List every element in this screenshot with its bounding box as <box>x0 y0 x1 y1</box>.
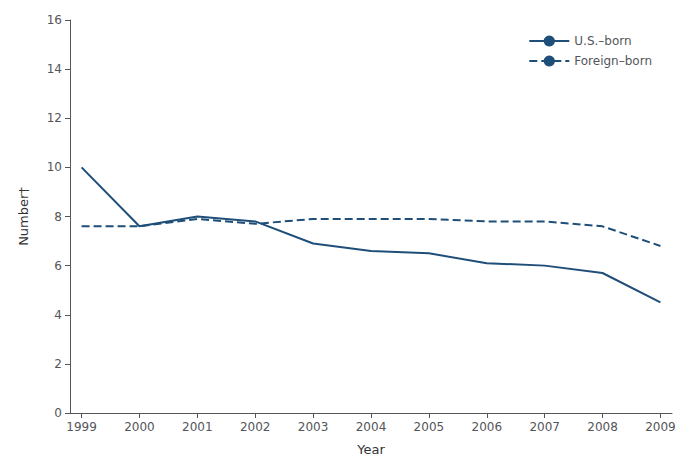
svg-text:6: 6 <box>54 259 62 273</box>
svg-text:2007: 2007 <box>529 420 560 434</box>
svg-text:2003: 2003 <box>298 420 329 434</box>
svg-text:U.S.–born: U.S.–born <box>574 34 631 48</box>
svg-text:2006: 2006 <box>471 420 502 434</box>
svg-text:Foreign–born: Foreign–born <box>574 54 652 68</box>
svg-text:8: 8 <box>54 210 62 224</box>
svg-text:14: 14 <box>47 62 62 76</box>
svg-text:2004: 2004 <box>356 420 387 434</box>
svg-text:0: 0 <box>54 406 62 420</box>
svg-text:Year: Year <box>356 442 385 457</box>
svg-text:4: 4 <box>54 308 62 322</box>
svg-text:2001: 2001 <box>182 420 213 434</box>
svg-text:2000: 2000 <box>124 420 155 434</box>
svg-text:2002: 2002 <box>240 420 271 434</box>
svg-text:Number†: Number† <box>16 187 31 246</box>
svg-text:10: 10 <box>47 160 62 174</box>
svg-text:2: 2 <box>54 357 62 371</box>
svg-text:12: 12 <box>47 111 62 125</box>
svg-text:1999: 1999 <box>66 420 97 434</box>
svg-text:2009: 2009 <box>645 420 676 434</box>
svg-text:2008: 2008 <box>587 420 618 434</box>
svg-text:16: 16 <box>47 13 62 27</box>
svg-text:2005: 2005 <box>414 420 445 434</box>
